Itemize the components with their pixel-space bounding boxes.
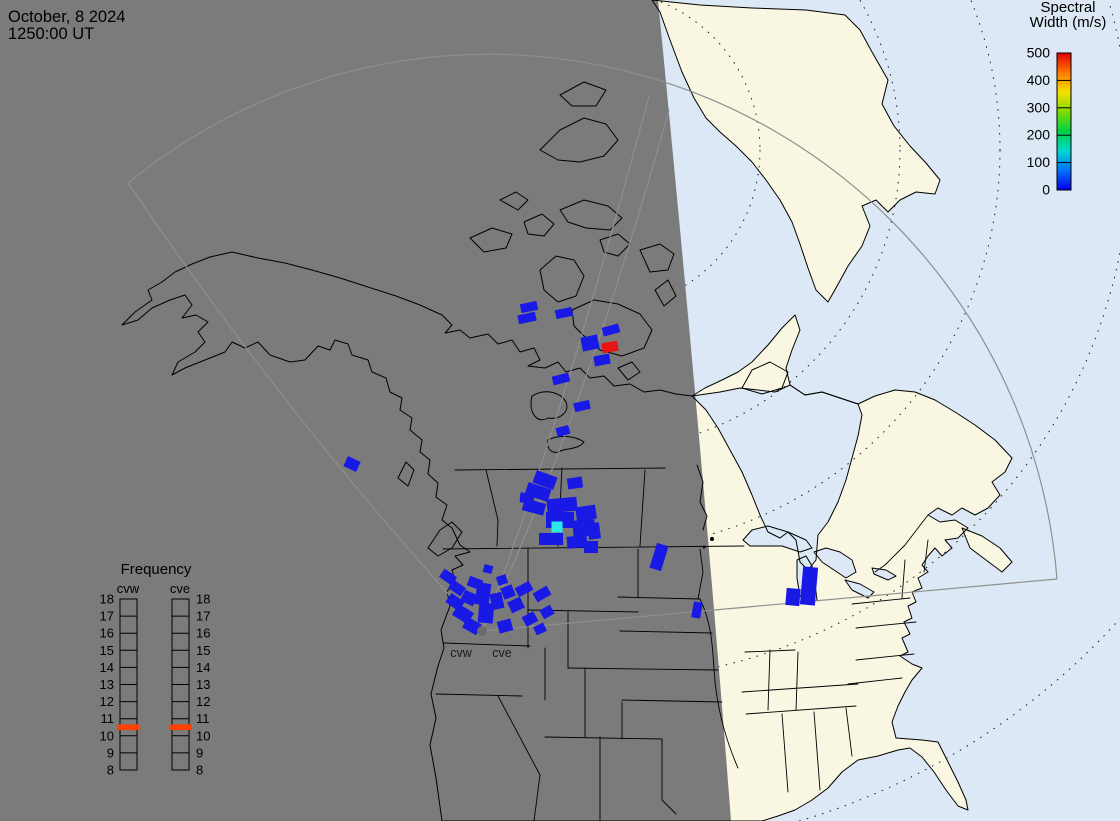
frequency-tick-label: 13 xyxy=(100,677,114,692)
frequency-tick-label: 10 xyxy=(196,728,210,743)
echo-cell xyxy=(601,340,619,354)
frequency-tick-label: 17 xyxy=(196,609,210,624)
radar-label-cve: cve xyxy=(492,646,512,660)
echo-cell xyxy=(649,542,669,572)
frequency-tick-label: 9 xyxy=(196,745,203,760)
frequency-marker xyxy=(169,724,192,731)
frequency-marker xyxy=(117,724,140,731)
frequency-tick-label: 14 xyxy=(100,660,114,675)
echo-cell xyxy=(517,311,537,325)
frequency-column-cvw-label: cvw xyxy=(117,581,140,596)
echo-cell xyxy=(584,541,598,553)
frequency-tick-label: 15 xyxy=(196,643,210,658)
colorbar-tick-label: 0 xyxy=(1042,182,1050,198)
echo-cell xyxy=(438,568,458,586)
colorbar-tick-label: 500 xyxy=(1027,45,1051,61)
echo-cell xyxy=(519,300,539,314)
echo-cell xyxy=(532,470,558,490)
frequency-tick-label: 8 xyxy=(196,763,203,778)
echo-cell xyxy=(580,334,600,352)
echo-cell xyxy=(447,579,467,597)
colorbar-tick-label: 400 xyxy=(1027,72,1051,88)
frequency-tick-label: 10 xyxy=(100,728,114,743)
frequency-scales: 8 9 10 11 12 13 14 15 16 17 18 8 9 10 11 12 13 14 15 16 17 18 xyxy=(100,592,211,778)
colorbar-title-line1: Spectral xyxy=(1040,0,1095,16)
date-text: October, 8 2024 xyxy=(8,8,125,26)
echo-cell xyxy=(539,604,555,620)
colorbar-tick-label: 100 xyxy=(1027,154,1051,170)
echo-cell xyxy=(593,353,611,367)
fov-outer-arc xyxy=(127,53,1058,580)
echo-cell xyxy=(343,456,361,472)
frequency-tick-label: 9 xyxy=(107,745,114,760)
radar-label-cvw: cvw xyxy=(450,646,473,660)
political-borders xyxy=(435,467,929,821)
echo-cell xyxy=(555,424,571,438)
echo-cell xyxy=(601,323,621,337)
frequency-tick-label: 18 xyxy=(196,592,210,607)
echo-cell xyxy=(566,535,588,549)
echo-cell xyxy=(586,522,602,540)
beam-line-west xyxy=(481,95,650,632)
fov-west-edge xyxy=(127,182,483,632)
echo-cell xyxy=(691,601,703,619)
colorbar-tick-label: 200 xyxy=(1027,127,1051,143)
echo-cell xyxy=(799,566,819,606)
colorbar-ticks: 0 100 200 300 400 500 xyxy=(1027,45,1071,198)
echo-cell xyxy=(521,498,547,516)
echo-cell xyxy=(496,618,514,634)
radar-site-dot xyxy=(477,626,487,636)
frequency-tick-label: 17 xyxy=(100,609,114,624)
frequency-column-cve-label: cve xyxy=(170,581,190,596)
frequency-tick-label: 13 xyxy=(196,677,210,692)
frequency-tick-label: 15 xyxy=(100,643,114,658)
colorbar-title-line2: Width (m/s) xyxy=(1030,14,1107,31)
echo-cell xyxy=(460,589,478,607)
echo-cell xyxy=(514,580,534,598)
frequency-tick-label: 8 xyxy=(107,763,114,778)
echo-cell xyxy=(500,584,516,600)
frequency-tick-label: 11 xyxy=(196,711,210,726)
echo-cell xyxy=(495,574,509,586)
echo-cells xyxy=(343,300,819,636)
echo-cell xyxy=(532,585,552,603)
echo-cell xyxy=(474,582,492,606)
echo-cell xyxy=(524,482,552,502)
frequency-tick-label: 12 xyxy=(100,694,114,709)
echo-cell xyxy=(533,622,547,636)
echo-cell xyxy=(785,587,801,607)
colorbar-tick-label: 300 xyxy=(1027,99,1051,115)
frequency-tick-label: 16 xyxy=(196,626,210,641)
echo-cell xyxy=(573,399,591,413)
fov-east-edge xyxy=(481,578,1058,632)
echo-cell xyxy=(482,563,494,575)
echo-cell xyxy=(551,372,571,386)
frequency-tick-label: 18 xyxy=(100,592,114,607)
echo-cell xyxy=(566,476,584,490)
colorbar-gradient-bar xyxy=(1056,52,1072,191)
echo-cell xyxy=(477,602,495,624)
echo-cell xyxy=(507,596,525,614)
echo-cell xyxy=(462,616,482,636)
echo-cell xyxy=(551,521,563,533)
echo-cell xyxy=(489,591,505,611)
echo-cell xyxy=(539,533,563,545)
frequency-tick-label: 14 xyxy=(196,660,210,675)
frequency-tick-label: 11 xyxy=(101,711,115,726)
frequency-legend-title: Frequency xyxy=(121,561,192,578)
echo-cell xyxy=(575,504,597,522)
frequency-tick-label: 16 xyxy=(100,626,114,641)
echo-cell xyxy=(521,611,539,627)
echo-cell xyxy=(554,306,574,320)
frequency-legend: Frequency cvw cve 8 9 10 11 12 13 14 15 16 17 18 8 9… xyxy=(100,561,211,778)
time-text: 1250:00 UT xyxy=(8,25,94,43)
spectral-width-colorbar: Spectral Width (m/s) 0 100 200 300 400 500 xyxy=(1027,0,1107,198)
echo-cell xyxy=(546,496,578,514)
frequency-tick-label: 12 xyxy=(196,694,210,709)
timestamp: October, 8 2024 1250:00 UT xyxy=(8,8,125,43)
